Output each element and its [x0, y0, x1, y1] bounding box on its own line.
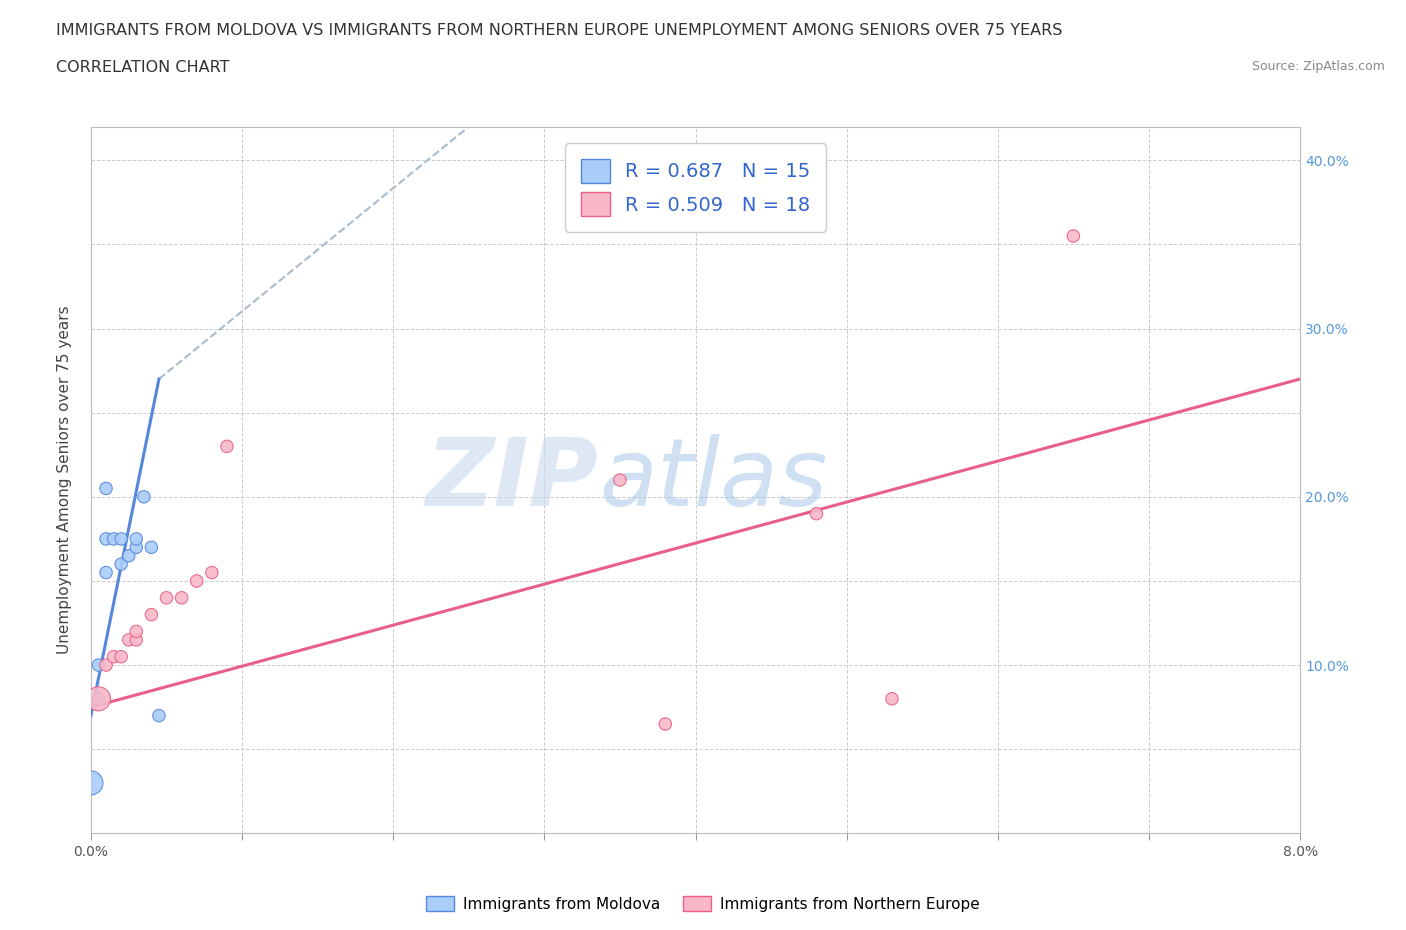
Text: CORRELATION CHART: CORRELATION CHART — [56, 60, 229, 75]
Text: IMMIGRANTS FROM MOLDOVA VS IMMIGRANTS FROM NORTHERN EUROPE UNEMPLOYMENT AMONG SE: IMMIGRANTS FROM MOLDOVA VS IMMIGRANTS FR… — [56, 23, 1063, 38]
Point — [880, 691, 903, 706]
Point — [125, 531, 148, 546]
Point — [141, 540, 163, 555]
Point — [170, 591, 193, 605]
Point — [1062, 229, 1084, 244]
Point — [80, 776, 103, 790]
Point — [94, 565, 117, 580]
Text: ZIP: ZIP — [426, 434, 599, 526]
Point — [110, 649, 132, 664]
Point — [125, 540, 148, 555]
Point — [125, 632, 148, 647]
Point — [141, 607, 163, 622]
Point — [132, 489, 155, 504]
Point — [125, 624, 148, 639]
Point — [94, 481, 117, 496]
Point — [87, 658, 110, 672]
Point — [103, 531, 125, 546]
Text: Source: ZipAtlas.com: Source: ZipAtlas.com — [1251, 60, 1385, 73]
Y-axis label: Unemployment Among Seniors over 75 years: Unemployment Among Seniors over 75 years — [58, 306, 72, 655]
Point — [118, 549, 141, 564]
Point — [148, 708, 170, 723]
Point — [94, 531, 117, 546]
Point — [94, 658, 117, 672]
Point — [186, 574, 208, 589]
Point — [155, 591, 177, 605]
Point — [806, 506, 828, 521]
Point — [215, 439, 238, 454]
Legend: R = 0.687   N = 15, R = 0.509   N = 18: R = 0.687 N = 15, R = 0.509 N = 18 — [565, 143, 827, 232]
Point — [201, 565, 224, 580]
Point — [654, 717, 676, 732]
Point — [110, 557, 132, 572]
Point — [609, 472, 631, 487]
Point — [87, 691, 110, 706]
Text: atlas: atlas — [599, 434, 827, 525]
Point — [110, 531, 132, 546]
Point — [87, 691, 110, 706]
Legend: Immigrants from Moldova, Immigrants from Northern Europe: Immigrants from Moldova, Immigrants from… — [420, 889, 986, 918]
Point — [103, 649, 125, 664]
Point — [118, 632, 141, 647]
